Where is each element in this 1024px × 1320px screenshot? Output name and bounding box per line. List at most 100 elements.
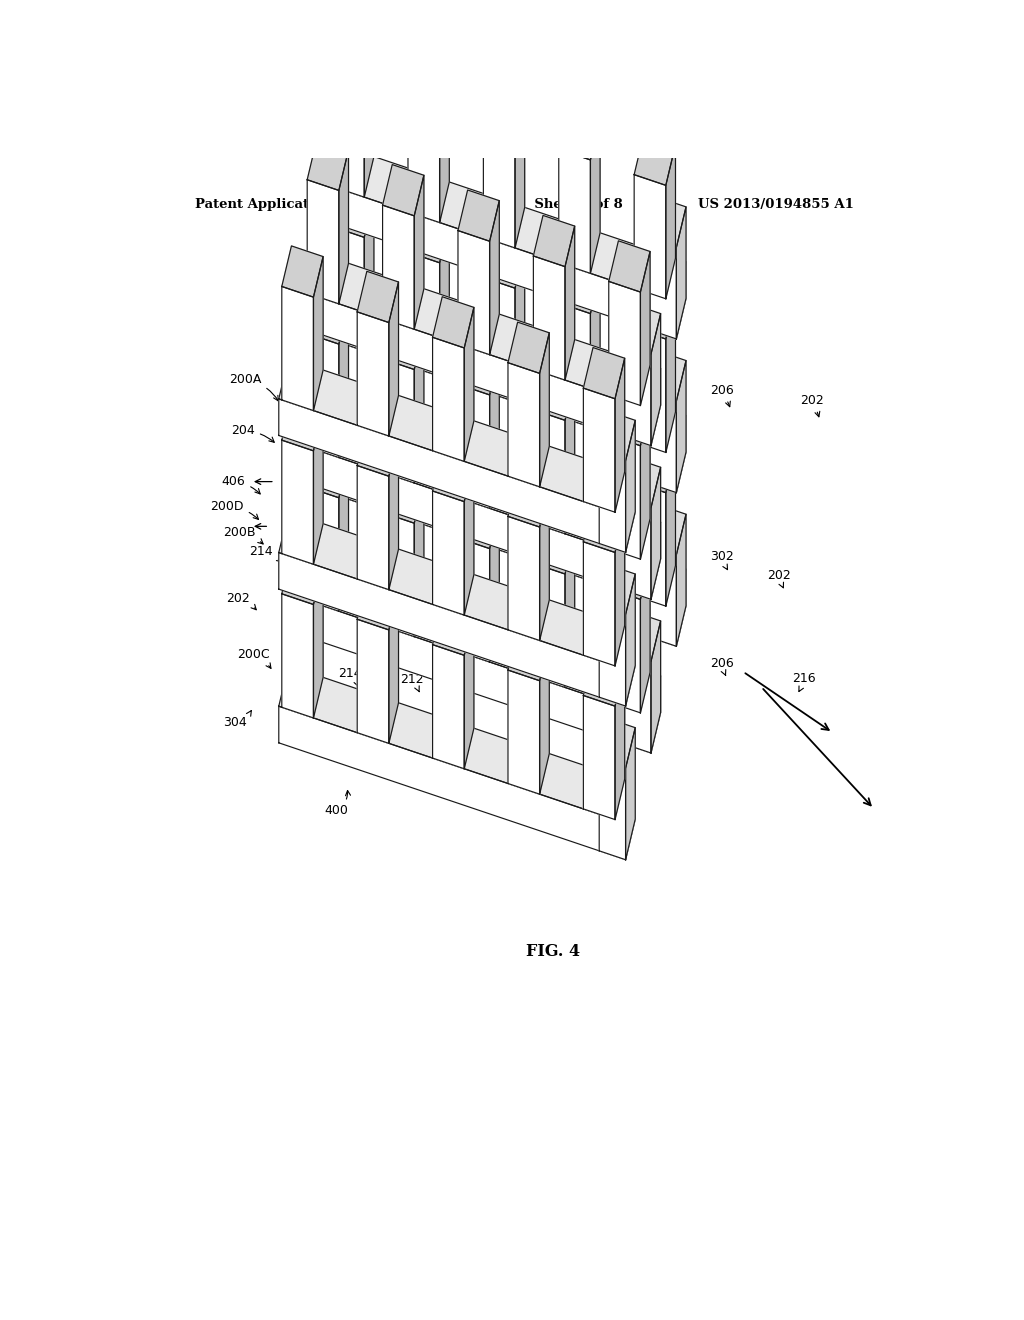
- Polygon shape: [432, 605, 474, 655]
- Polygon shape: [608, 436, 640, 560]
- Polygon shape: [625, 612, 660, 661]
- Text: 200A: 200A: [229, 374, 279, 401]
- Polygon shape: [415, 483, 424, 636]
- Polygon shape: [626, 475, 635, 552]
- Text: Patent Application Publication: Patent Application Publication: [196, 198, 422, 211]
- Text: 206: 206: [710, 384, 733, 407]
- Polygon shape: [634, 288, 676, 339]
- Polygon shape: [651, 620, 660, 752]
- Polygon shape: [383, 359, 415, 483]
- Polygon shape: [651, 676, 660, 752]
- Polygon shape: [677, 360, 686, 492]
- Polygon shape: [432, 491, 464, 615]
- Polygon shape: [432, 450, 474, 502]
- Polygon shape: [625, 346, 651, 446]
- Polygon shape: [634, 174, 666, 298]
- Polygon shape: [677, 207, 686, 339]
- Polygon shape: [651, 314, 660, 446]
- Polygon shape: [608, 240, 650, 292]
- Polygon shape: [282, 440, 313, 564]
- Polygon shape: [677, 515, 686, 647]
- Polygon shape: [608, 589, 640, 713]
- Polygon shape: [650, 546, 677, 647]
- Polygon shape: [584, 502, 625, 553]
- Polygon shape: [534, 409, 565, 533]
- Polygon shape: [534, 523, 574, 574]
- Polygon shape: [650, 239, 677, 339]
- Polygon shape: [534, 256, 565, 380]
- Polygon shape: [307, 139, 348, 190]
- Text: 214: 214: [352, 380, 376, 401]
- Text: 218: 218: [387, 384, 412, 404]
- Polygon shape: [330, 339, 677, 492]
- Polygon shape: [464, 461, 474, 615]
- Polygon shape: [677, 416, 686, 492]
- Polygon shape: [333, 380, 365, 504]
- Polygon shape: [584, 655, 625, 706]
- Polygon shape: [333, 339, 374, 391]
- Polygon shape: [591, 426, 600, 581]
- Polygon shape: [626, 727, 635, 859]
- Text: 210: 210: [482, 385, 507, 407]
- Polygon shape: [439, 222, 450, 376]
- Text: 222: 222: [600, 370, 624, 391]
- Polygon shape: [489, 201, 500, 355]
- Text: Aug. 1, 2013   Sheet 4 of 8: Aug. 1, 2013 Sheet 4 of 8: [427, 198, 623, 211]
- Polygon shape: [559, 108, 600, 160]
- Polygon shape: [389, 436, 398, 590]
- Polygon shape: [584, 696, 615, 820]
- Polygon shape: [634, 482, 666, 606]
- Polygon shape: [666, 298, 676, 453]
- Polygon shape: [559, 263, 600, 314]
- Polygon shape: [304, 446, 651, 599]
- Polygon shape: [464, 615, 474, 768]
- Polygon shape: [279, 358, 635, 516]
- Polygon shape: [383, 512, 415, 636]
- Polygon shape: [383, 473, 424, 523]
- Polygon shape: [559, 302, 591, 428]
- Polygon shape: [483, 83, 524, 135]
- Polygon shape: [357, 578, 398, 630]
- Text: 202: 202: [767, 569, 791, 587]
- Text: 206: 206: [602, 688, 626, 706]
- Text: 402: 402: [623, 731, 646, 750]
- Polygon shape: [304, 405, 660, 562]
- Polygon shape: [304, 252, 660, 409]
- Text: 404: 404: [563, 685, 587, 704]
- Polygon shape: [330, 145, 686, 302]
- Polygon shape: [608, 281, 640, 405]
- Polygon shape: [415, 329, 424, 483]
- Text: 400: 400: [324, 791, 350, 817]
- Polygon shape: [408, 211, 450, 263]
- Polygon shape: [483, 432, 515, 556]
- Polygon shape: [508, 363, 540, 487]
- Polygon shape: [279, 512, 635, 669]
- Polygon shape: [559, 416, 600, 467]
- Polygon shape: [408, 252, 439, 376]
- Polygon shape: [415, 176, 424, 329]
- Polygon shape: [383, 205, 415, 329]
- Polygon shape: [458, 539, 489, 663]
- Polygon shape: [565, 226, 574, 380]
- Polygon shape: [615, 512, 625, 665]
- Polygon shape: [584, 347, 625, 399]
- Polygon shape: [599, 719, 635, 768]
- Polygon shape: [330, 492, 677, 647]
- Polygon shape: [540, 487, 549, 640]
- Polygon shape: [389, 589, 398, 743]
- Polygon shape: [640, 252, 650, 405]
- Polygon shape: [626, 628, 635, 706]
- Text: 304: 304: [223, 710, 251, 729]
- Text: 204: 204: [318, 561, 342, 578]
- Polygon shape: [313, 564, 324, 718]
- Polygon shape: [625, 305, 660, 354]
- Polygon shape: [508, 322, 549, 374]
- Text: FIG. 4: FIG. 4: [525, 942, 580, 960]
- Polygon shape: [432, 338, 464, 462]
- Polygon shape: [307, 487, 339, 611]
- Polygon shape: [365, 351, 374, 504]
- Polygon shape: [458, 384, 489, 508]
- Polygon shape: [365, 197, 374, 351]
- Polygon shape: [313, 411, 324, 564]
- Polygon shape: [666, 453, 676, 606]
